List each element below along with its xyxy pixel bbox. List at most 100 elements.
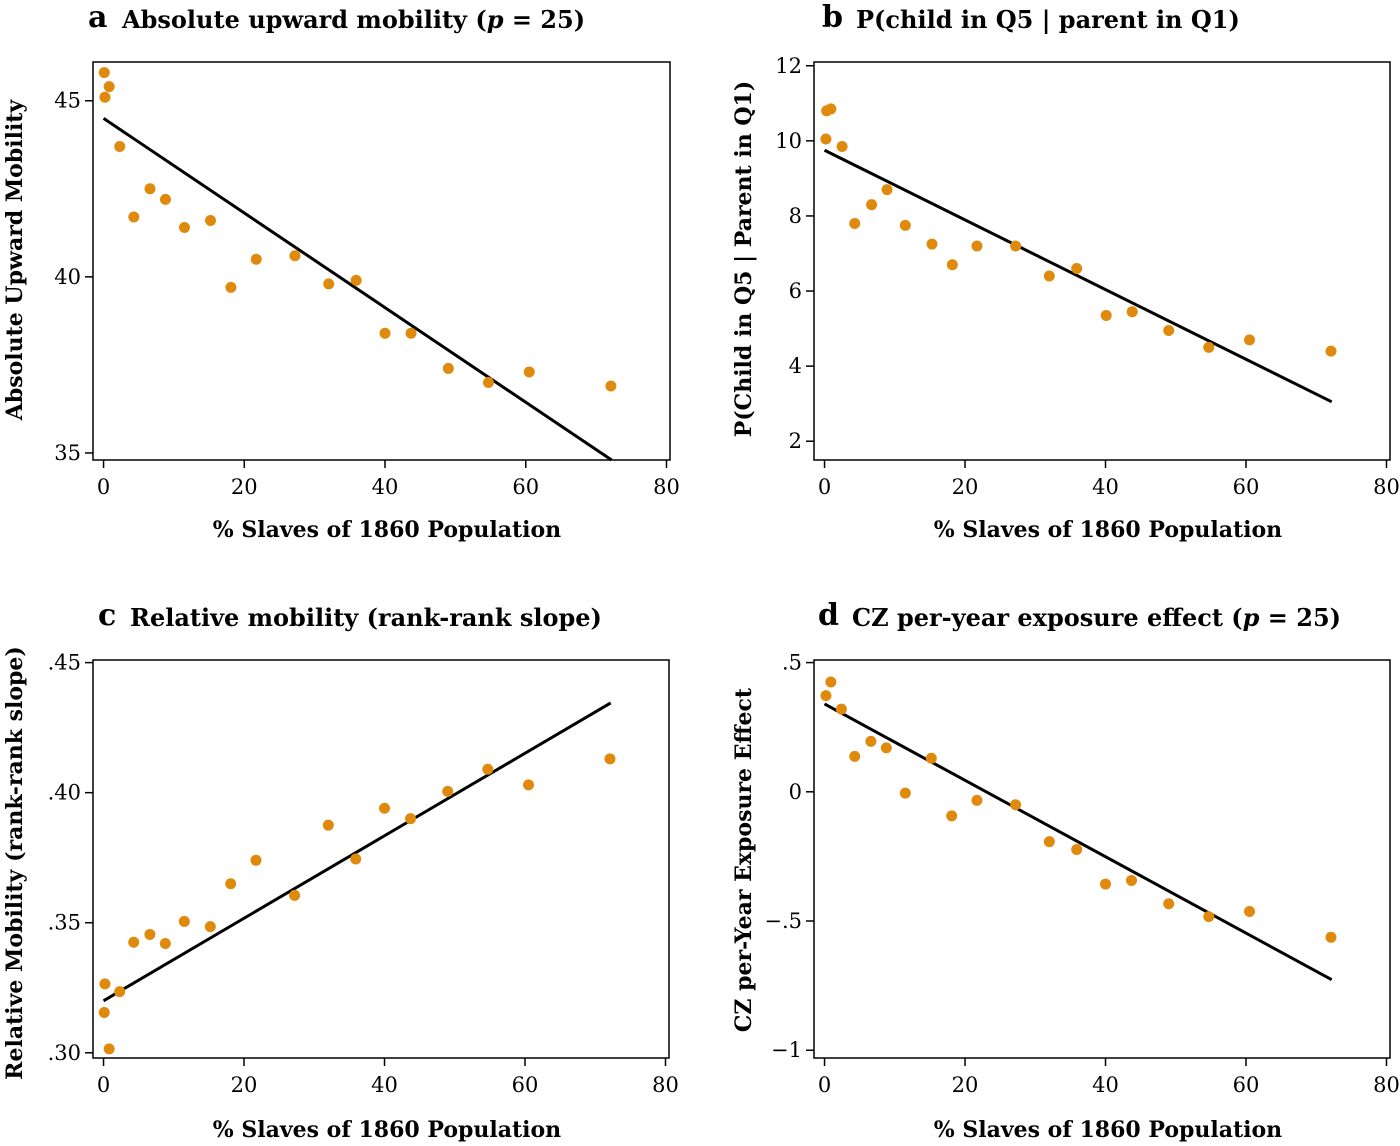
panel-b-data-point [1071,263,1083,275]
panel-a-data-point [144,183,156,195]
panel-b-fit-line [823,148,1333,404]
panel-a-data-point [205,214,217,226]
panel-a-data-point [103,81,115,93]
panel-c: c Relative mobility (rank-rank slope) 0 2… [2,598,679,1143]
panel-d-plot-frame [813,659,1391,1059]
panel-c-data-point [99,978,111,990]
panel-b-x-tick-label: 40 [1092,475,1119,499]
panel-a-data-point [225,281,237,293]
panel-d-title: CZ per-year exposure effect (p = 25) [852,603,1341,632]
panel-c-data-point [159,938,171,950]
panel-a-y-tick-label: 40 [54,265,81,289]
panel-a-x-tick-label: 0 [97,475,110,499]
panel-b-data-point [899,219,911,231]
panel-c-data-point [442,785,454,797]
panel-a-fit-line [102,117,613,462]
panel-c-points [98,753,616,1055]
panel-d-data-point [1071,843,1083,855]
panel-a: a Absolute upward mobility (p = 25) 0 20 4… [2,0,680,543]
panel-d-y-tick-label: 0 [789,780,802,804]
panel-b-y-tick-label: 6 [789,279,802,303]
panel-c-data-point [144,928,156,940]
panel-b-x-label: % Slaves of 1860 Population [934,517,1282,543]
panel-b-data-point [946,259,958,271]
panel-b-data-point [849,217,861,229]
panel-b-x-tick-label: 20 [952,475,979,499]
panel-d-data-point [849,750,861,762]
panel-d-data-point [971,794,983,806]
panel-c-data-point [405,813,417,825]
panel-a-data-point [350,274,362,286]
panel-a-title: Absolute upward mobility (p = 25) [121,5,585,34]
panel-a-x-tick-label: 20 [231,475,258,499]
panel-a-data-point [114,141,126,153]
panel-c-data-point [482,763,494,775]
panel-d-data-point [899,787,911,799]
panel-b-data-point [1100,309,1112,321]
panel-b-data-point [1126,306,1138,318]
panel-a-data-point [178,222,190,234]
panel-c-letter: c [98,598,116,633]
panel-b-data-point [1043,270,1055,282]
panel-c-data-point [103,1043,115,1055]
panel-a-data-point [442,362,454,374]
panel-a-x-tick-label: 80 [653,475,680,499]
panel-d-x-tick-label: 20 [952,1073,979,1097]
panel-d-x-axis: 0 20 40 60 80 [818,1058,1400,1097]
panel-d-y-axis: −1 −.5 0 .5 [764,651,814,1062]
panel-b-y-tick-label: 8 [789,204,802,228]
panel-b-x-tick-label: 0 [818,475,831,499]
panel-a-data-point [159,193,171,205]
panel-a-data-point [250,253,262,265]
panel-d-data-point [880,742,892,754]
panel-b-x-tick-label: 80 [1373,475,1400,499]
panel-c-data-point [250,854,262,866]
panel-c-data-point [128,936,140,948]
panel-b-data-point [881,184,893,196]
panel-a-data-point [605,380,617,392]
panel-b-data-point [1203,341,1215,353]
panel-c-data-point [604,753,616,765]
panel-c-y-tick-label: .30 [48,1041,81,1065]
panel-b-data-point [1244,334,1256,346]
panel-a-data-point [523,366,535,378]
panel-a-data-point [128,211,140,223]
panel-d-data-point [925,752,937,764]
panel-d-x-tick-label: 60 [1233,1073,1260,1097]
panel-c-data-point [322,819,334,831]
panel-b-title: P(child in Q5 | parent in Q1) [856,5,1240,34]
panel-d-y-label: CZ per-Year Exposure Effect [731,687,757,1032]
panel-b-data-point [836,140,848,152]
panel-d-data-point [1244,905,1256,917]
panel-a-x-tick-label: 40 [372,475,399,499]
panel-d-data-point [825,676,837,688]
panel-d-data-point [1126,874,1138,886]
panel-a-data-point [405,327,417,339]
panel-d-data-point [820,690,832,702]
panel-b-y-axis: 2 4 6 8 10 12 [775,54,814,453]
panel-c-fit-line [102,701,612,1003]
panel-c-data-point [114,986,126,998]
panel-b-data-point [971,240,983,252]
panel-c-plot-frame [92,659,670,1059]
panel-b-y-label: P(Child in Q5 | Parent in Q1) [731,81,757,438]
panel-d-x-tick-label: 80 [1373,1073,1400,1097]
panel-c-y-tick-label: .35 [48,911,81,935]
panel-b-y-tick-label: 12 [775,54,802,78]
panel-a-y-label: Absolute Upward Mobility [2,99,28,422]
panel-b-y-tick-label: 4 [789,354,802,378]
panel-b-x-tick-label: 60 [1233,475,1260,499]
panel-b-points [820,103,1337,357]
panel-c-x-axis: 0 20 40 60 80 [97,1058,679,1097]
panel-c-data-point [379,802,391,814]
panel-c-y-tick-label: .45 [48,651,81,675]
panel-a-x-label: % Slaves of 1860 Population [213,517,561,543]
panel-d-data-point [1163,898,1175,910]
panel-b-data-point [1163,324,1175,336]
panel-a-y-tick-label: 35 [54,441,81,465]
panel-a-data-point [98,67,110,79]
panel-d-x-label: % Slaves of 1860 Population [934,1117,1282,1143]
panel-d-data-point [946,810,958,822]
panel-a-y-tick-label: 45 [54,89,81,113]
